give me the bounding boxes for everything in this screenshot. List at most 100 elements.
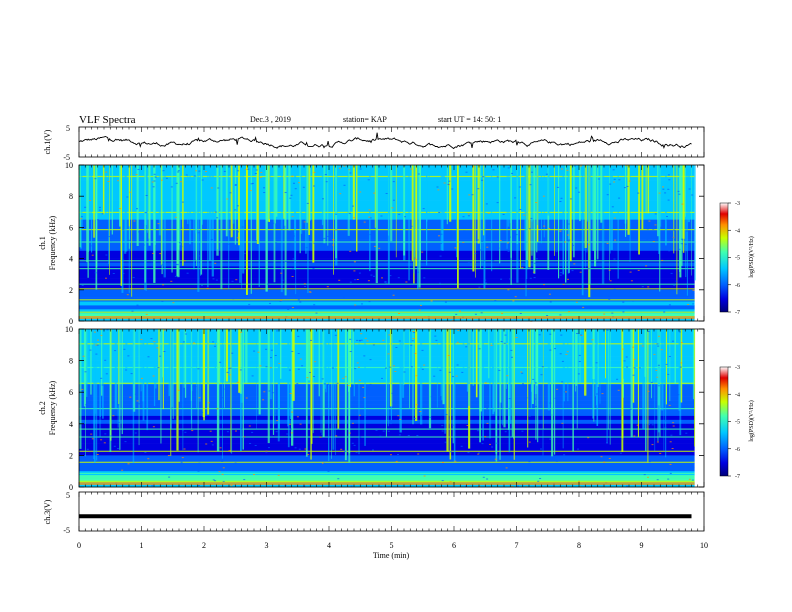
spectrogram-speckle <box>184 333 187 335</box>
spectrogram-speckle <box>265 450 268 452</box>
spectrogram-sferic <box>269 329 273 400</box>
spectrogram-speckle <box>521 267 524 269</box>
ch2-colorbar: -3 -4 -5 -6 -7 log(PSD)(V²/Hz) <box>719 365 755 480</box>
spectrogram-speckle <box>358 239 361 241</box>
spectrogram-speckle <box>478 348 481 350</box>
spectrogram-speckle <box>397 454 399 455</box>
spectrogram-speckle <box>274 412 277 414</box>
spectrogram-speckle <box>326 286 329 288</box>
spectrogram-speckle <box>126 196 129 198</box>
spectrogram-speckle <box>197 485 200 486</box>
colorbar-tick-label: -6 <box>735 283 740 289</box>
spectrogram-speckle <box>455 375 458 377</box>
spectrogram-speckle <box>398 213 401 215</box>
ch1-ytick-top: 5 <box>66 124 70 133</box>
spectrogram-speckle <box>687 304 690 305</box>
spectrogram-speckle <box>626 485 629 487</box>
spectrogram-sferic <box>627 165 630 235</box>
xtick-label: 8 <box>577 541 581 550</box>
spectrogram-sferic <box>136 165 139 246</box>
spectrogram-speckle <box>688 188 691 190</box>
spectrogram-sferic <box>287 329 290 448</box>
spectrogram-speckle <box>100 377 103 379</box>
spectrogram-speckle <box>445 414 448 415</box>
spectrogram-speckle <box>560 272 563 274</box>
spectrogram-sferic <box>216 329 220 452</box>
spectrogram-speckle <box>617 389 620 391</box>
spectrogram-sferic <box>481 165 483 266</box>
spectrogram-speckle <box>312 268 315 269</box>
spectrogram-speckle <box>294 447 297 449</box>
spectrogram-speckle <box>397 277 400 279</box>
spectrogram-sferic <box>536 165 539 242</box>
spectrogram-band <box>79 219 695 224</box>
spectrogram-sferic <box>335 329 336 455</box>
spectrogram-speckle <box>528 228 531 230</box>
xtick-label: 6 <box>452 541 456 550</box>
spectrogram-sferic <box>600 165 603 223</box>
spectrogram-speckle <box>486 422 489 424</box>
spectrogram-speckle <box>430 300 433 302</box>
spectrogram-speckle <box>107 458 110 460</box>
spectrogram-speckle <box>181 201 184 203</box>
spectrogram-low-freq-band <box>79 482 695 485</box>
spectrogram-sferic <box>563 329 565 402</box>
spectrogram-speckle <box>91 438 94 440</box>
spectrogram-band <box>79 309 695 314</box>
spectrogram-speckle <box>533 277 536 279</box>
spectrogram-speckle <box>660 349 663 351</box>
spectrogram-speckle <box>417 173 420 175</box>
spectrogram-sferic <box>592 165 595 251</box>
spectrogram-speckle <box>106 411 109 413</box>
spectrogram-speckle <box>641 286 644 288</box>
spectrogram-speckle <box>382 430 385 432</box>
spectrogram-speckle <box>106 329 109 331</box>
spectrogram-speckle <box>368 209 371 211</box>
spectrogram-speckle <box>237 231 239 233</box>
spectrogram-speckle <box>81 285 84 286</box>
spectrogram-speckle <box>95 344 98 346</box>
spectrogram-speckle <box>297 353 300 354</box>
spectrogram-speckle <box>158 263 161 265</box>
ytick-label: 2 <box>69 451 73 460</box>
spectrogram-speckle <box>248 303 251 305</box>
spectrogram-speckle <box>358 340 361 342</box>
spectrogram-sferic <box>142 329 144 402</box>
spectrogram-sferic <box>491 165 493 272</box>
spectrogram-sferic <box>509 329 512 424</box>
spectrogram-speckle <box>652 241 655 242</box>
spectrogram-sferic <box>691 165 692 276</box>
spectrogram-speckle <box>104 359 107 361</box>
spectrogram-sferic <box>535 329 537 440</box>
spectrogram-speckle <box>167 455 170 456</box>
spectrogram-speckle <box>388 334 391 336</box>
spectrogram-speckle <box>620 263 623 265</box>
spectrogram-speckle <box>183 448 186 450</box>
spectrogram-speckle <box>667 174 670 176</box>
spectrogram-sferic <box>153 329 156 407</box>
spectrogram-speckle <box>682 294 685 296</box>
spectrogram-speckle <box>336 382 339 384</box>
spectrogram-speckle <box>577 448 579 450</box>
spectrogram-band <box>79 293 695 298</box>
spectrogram-speckle <box>209 430 212 432</box>
spectrogram-speckle <box>109 465 112 467</box>
spectrogram-speckle <box>316 226 319 228</box>
spectrogram-sferic <box>661 329 664 411</box>
spectrogram-speckle <box>216 217 219 219</box>
spectrogram-speckle <box>354 304 357 306</box>
spectrogram-speckle <box>276 420 279 422</box>
spectrogram-speckle <box>622 348 625 350</box>
spectrogram-speckle <box>134 432 137 434</box>
spectrogram-speckle <box>389 275 392 277</box>
spectrogram-speckle <box>162 284 165 286</box>
spectrogram-band <box>79 215 695 220</box>
spectrogram-band <box>79 435 695 440</box>
spectrogram-sferic <box>420 329 423 425</box>
spectrogram-speckle <box>532 378 535 380</box>
spectrogram-speckle <box>455 313 458 315</box>
spectrogram-speckle <box>535 258 538 260</box>
spectrogram-speckle <box>626 185 629 187</box>
spectrogram-sferic <box>483 165 486 289</box>
spectrogram-speckle <box>88 468 91 469</box>
